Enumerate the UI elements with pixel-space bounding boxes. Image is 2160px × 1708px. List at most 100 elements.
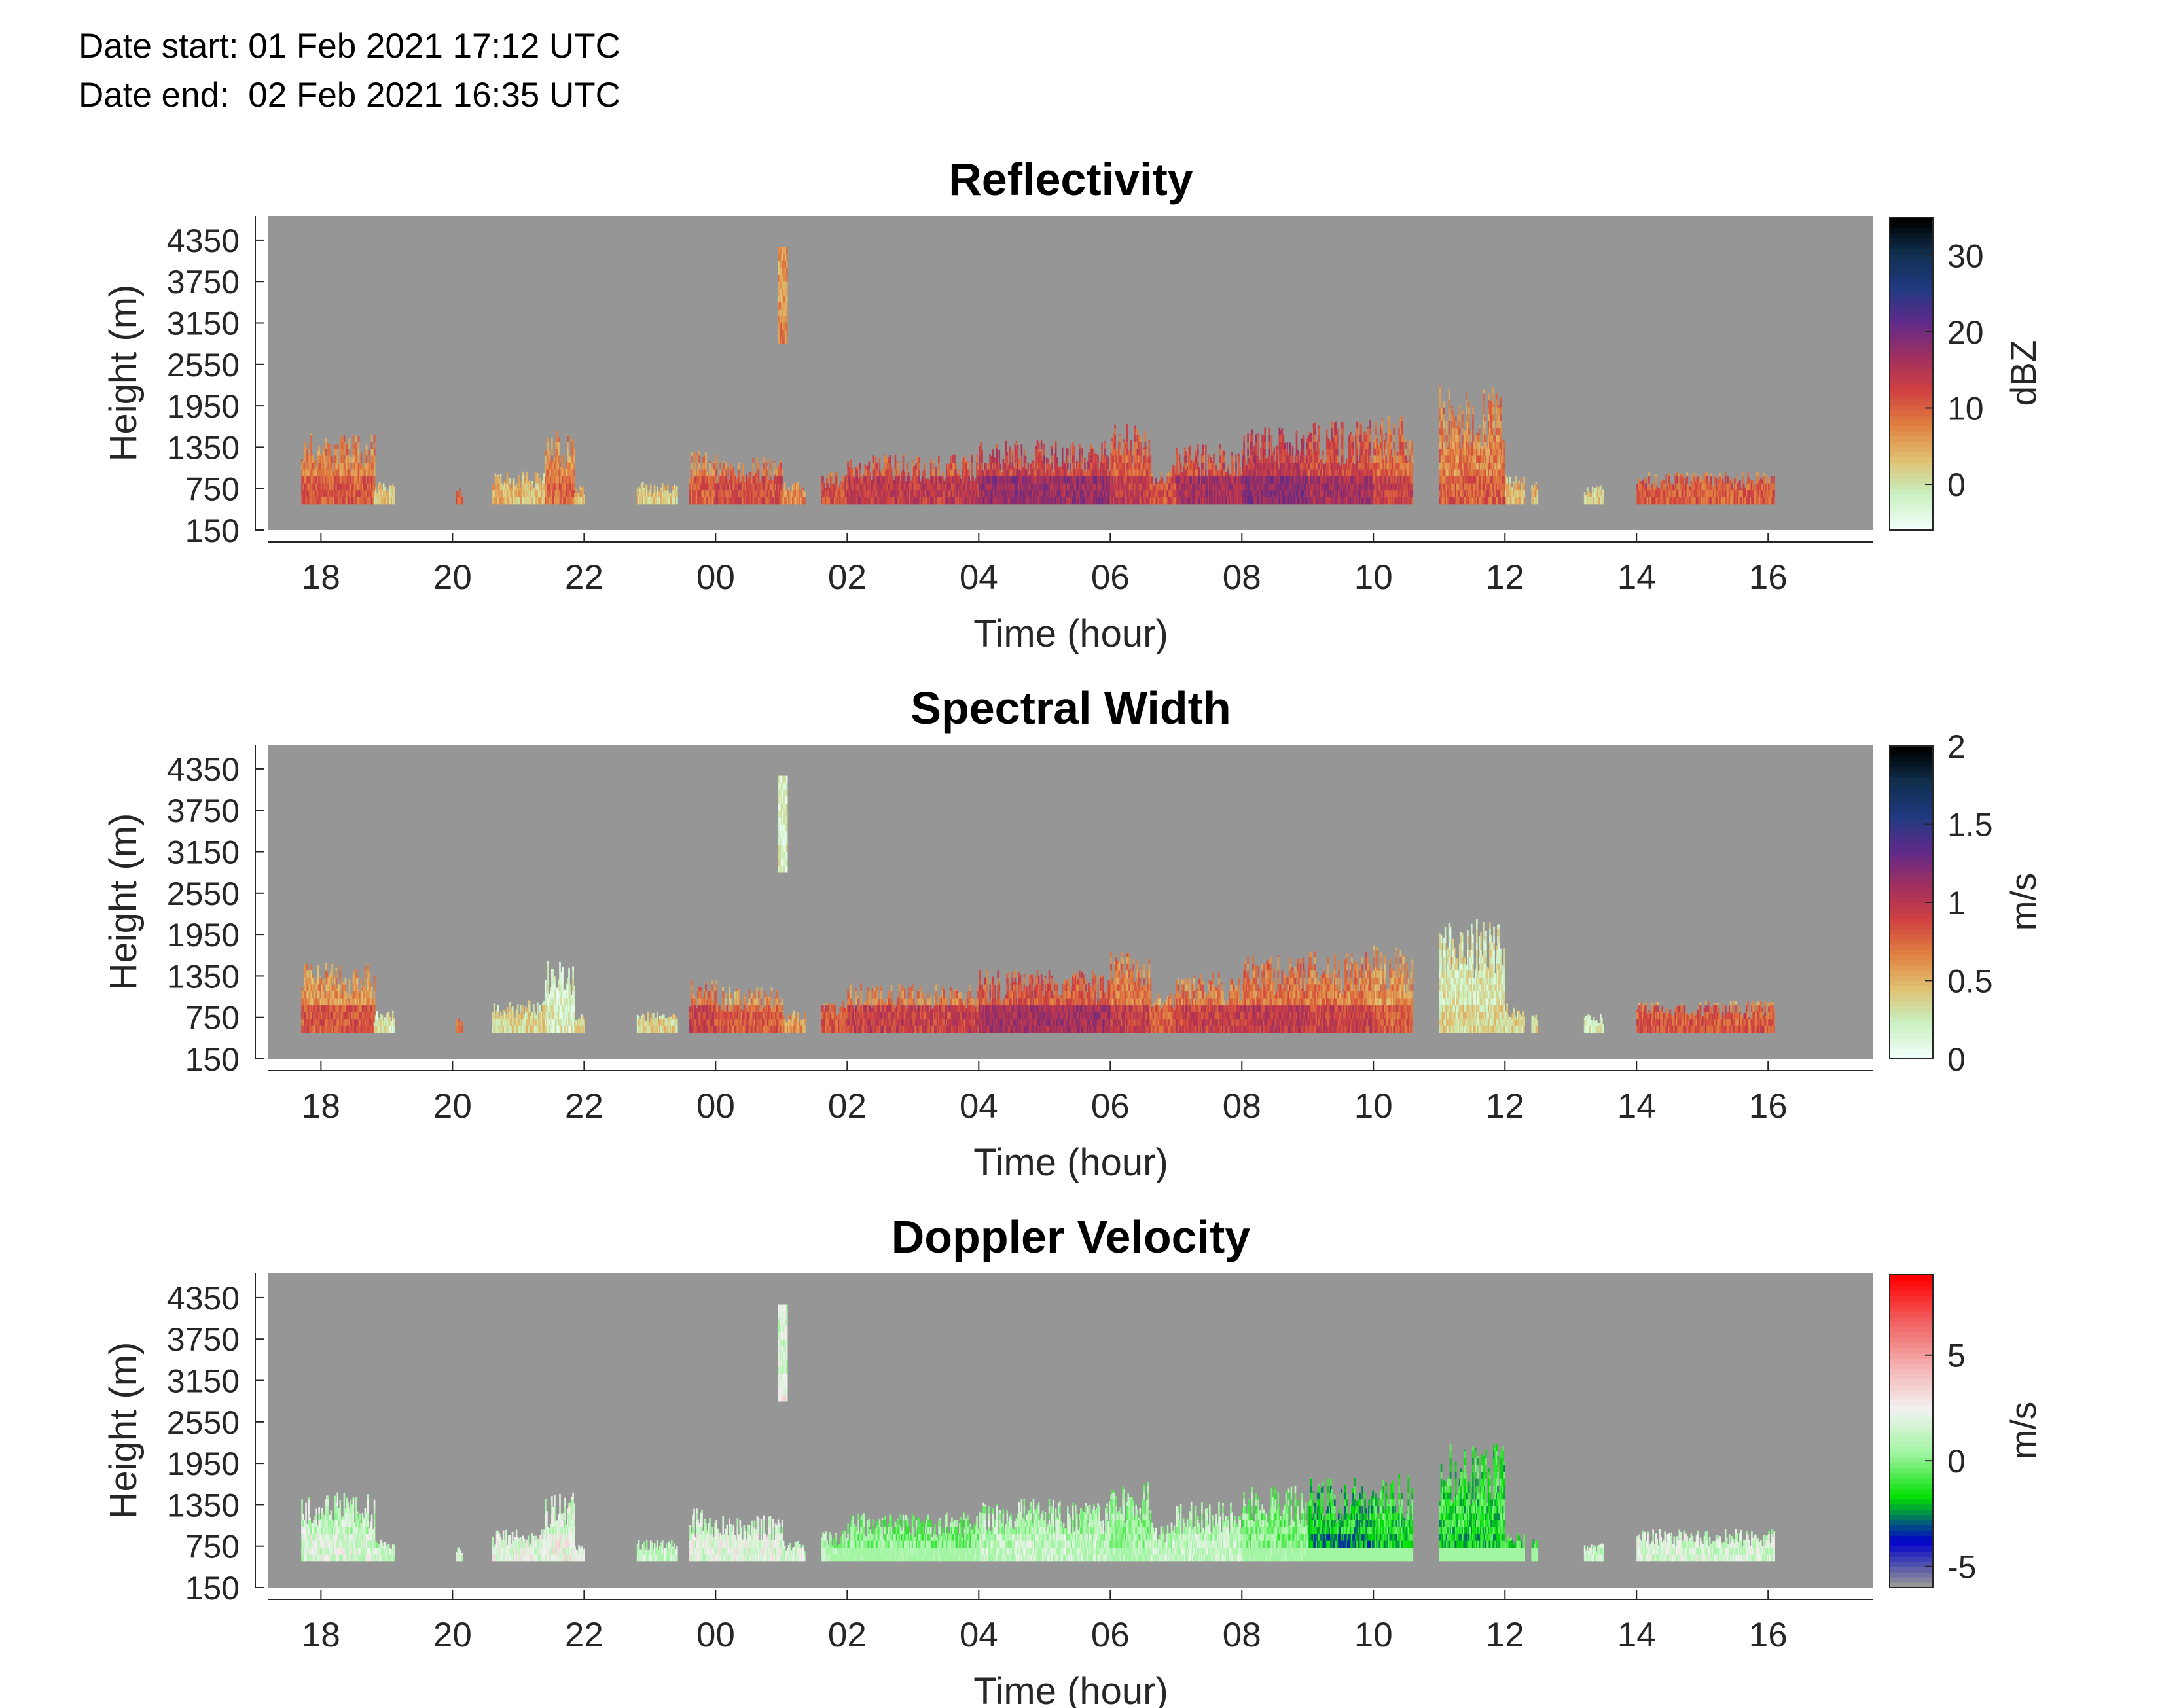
reflectivity-cell <box>325 497 327 505</box>
reflectivity-cell <box>831 497 833 505</box>
reflectivity-cell <box>1039 455 1041 463</box>
reflectivity-cell <box>850 489 852 497</box>
reflectivity-cell <box>1264 462 1266 470</box>
reflectivity-cell <box>360 497 363 505</box>
reflectivity-cell <box>1068 497 1070 505</box>
reflectivity-cell <box>794 483 797 484</box>
reflectivity-cell <box>545 450 547 456</box>
reflectivity-cell <box>304 442 306 449</box>
reflectivity-cell <box>386 489 389 497</box>
reflectivity-cell <box>897 469 899 477</box>
reflectivity-cell <box>1126 469 1128 477</box>
reflectivity-cell <box>711 489 713 497</box>
reflectivity-cell <box>568 497 570 505</box>
reflectivity-cell <box>304 462 306 470</box>
reflectivity-cell <box>774 483 777 491</box>
reflectivity-cell <box>346 497 348 505</box>
reflectivity-cell <box>1251 435 1253 442</box>
reflectivity-cell <box>1044 489 1047 497</box>
reflectivity-cell <box>339 497 342 505</box>
reflectivity-cell <box>1301 462 1303 470</box>
reflectivity-cell <box>1268 469 1270 477</box>
reflectivity-cell <box>317 462 319 470</box>
reflectivity-cell <box>1448 442 1450 449</box>
reflectivity-cell <box>702 483 704 491</box>
reflectivity-cell <box>348 483 351 491</box>
reflectivity-cell <box>868 461 871 463</box>
reflectivity-cell <box>1149 454 1152 456</box>
reflectivity-cell <box>874 497 877 505</box>
reflectivity-cell <box>1268 442 1270 449</box>
reflectivity-cell <box>555 476 557 484</box>
reflectivity-cell <box>1015 476 1018 484</box>
reflectivity-cell <box>984 483 986 491</box>
reflectivity-cell <box>1329 462 1332 470</box>
reflectivity-cell <box>1148 489 1151 497</box>
reflectivity-cell <box>1307 469 1310 477</box>
reflectivity-cell <box>1285 476 1287 484</box>
reflectivity-cell <box>863 489 865 497</box>
reflectivity-cell <box>938 476 940 484</box>
reflectivity-cell <box>1153 497 1156 505</box>
reflectivity-cell <box>952 489 954 497</box>
reflectivity-cell <box>860 497 862 505</box>
reflectivity-cell <box>1363 462 1365 470</box>
reflectivity-cell <box>954 497 956 505</box>
reflectivity-cell <box>1448 483 1450 491</box>
reflectivity-cell <box>562 455 564 463</box>
reflectivity-cell <box>1458 455 1461 463</box>
reflectivity-cell <box>1118 476 1120 484</box>
reflectivity-cell <box>1456 455 1458 463</box>
reflectivity-cell <box>494 473 497 477</box>
reflectivity-cell <box>1250 448 1251 456</box>
reflectivity-cell <box>1312 469 1315 477</box>
reflectivity-cell <box>310 433 312 435</box>
reflectivity-cell <box>312 455 314 463</box>
reflectivity-cell <box>1360 455 1362 463</box>
reflectivity-cell <box>1315 476 1318 484</box>
reflectivity-cell <box>1325 435 1328 442</box>
reflectivity-cell <box>342 497 344 505</box>
reflectivity-cell <box>959 489 961 497</box>
reflectivity-cell <box>566 469 567 477</box>
reflectivity-cell <box>1356 448 1358 456</box>
reflectivity-cell <box>522 489 524 497</box>
reflectivity-cell <box>511 483 514 491</box>
reflectivity-cell <box>1002 462 1005 470</box>
reflectivity-cell <box>1122 483 1124 491</box>
reflectivity-cell <box>1410 462 1413 463</box>
reflectivity-cell <box>1338 476 1340 484</box>
reflectivity-cell <box>1248 483 1250 491</box>
reflectivity-cell <box>547 455 549 463</box>
reflectivity-cell <box>723 497 725 505</box>
reflectivity-cell <box>1115 455 1117 463</box>
reflectivity-cell <box>1061 447 1064 449</box>
reflectivity-cell <box>560 467 562 470</box>
reflectivity-cell <box>1329 489 1332 497</box>
reflectivity-cell <box>1215 483 1217 491</box>
reflectivity-cell <box>1096 497 1098 505</box>
reflectivity-cell <box>1149 489 1152 497</box>
reflectivity-cell <box>1043 489 1045 497</box>
reflectivity-cell <box>535 489 537 497</box>
reflectivity-cell <box>566 476 567 484</box>
reflectivity-cell <box>1439 476 1441 484</box>
reflectivity-cell <box>365 444 368 449</box>
reflectivity-cell <box>1263 435 1265 442</box>
reflectivity-cell <box>878 469 881 477</box>
reflectivity-cell <box>1385 462 1387 470</box>
reflectivity-cell <box>1364 476 1366 484</box>
reflectivity-cell <box>1252 497 1254 505</box>
reflectivity-cell <box>890 483 893 491</box>
reflectivity-cell <box>348 469 351 477</box>
reflectivity-cell <box>1210 457 1212 463</box>
reflectivity-cell <box>878 462 881 470</box>
reflectivity-cell <box>1384 455 1386 463</box>
reflectivity-cell <box>1001 489 1003 497</box>
reflectivity-cell <box>1087 461 1089 463</box>
reflectivity-cell <box>572 439 574 442</box>
reflectivity-cell <box>1439 407 1441 415</box>
reflectivity-cell <box>573 476 575 484</box>
reflectivity-cell <box>889 489 891 497</box>
reflectivity-cell <box>1186 466 1189 470</box>
